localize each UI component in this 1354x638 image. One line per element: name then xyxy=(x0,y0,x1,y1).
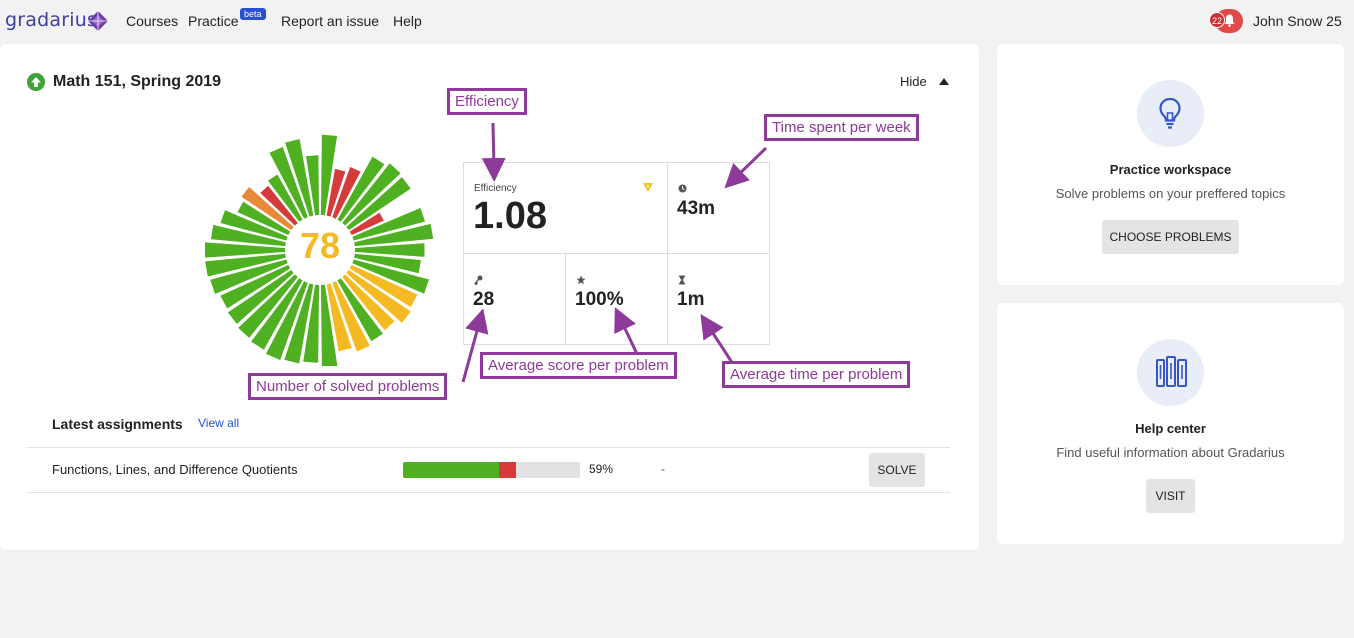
practice-workspace-title: Practice workspace xyxy=(1109,162,1232,177)
caret-up-icon[interactable] xyxy=(939,78,949,85)
bell-icon xyxy=(1224,14,1235,27)
arrow-up-circle-icon xyxy=(27,73,45,91)
callout-solved-problems: Number of solved problems xyxy=(248,373,448,400)
nav-courses[interactable]: Courses xyxy=(126,13,179,29)
nav-practice[interactable]: Practice xyxy=(188,13,239,29)
average-score-value: 100% xyxy=(575,289,624,310)
course-score: 78 xyxy=(299,225,341,266)
assignment-progress-bar xyxy=(403,462,580,478)
callout-time-per-week: Time spent per week xyxy=(764,114,919,141)
efficiency-value: 1.08 xyxy=(473,195,547,237)
logo-icon[interactable] xyxy=(87,10,109,32)
time-per-week-value: 43m xyxy=(677,198,716,219)
radial-center xyxy=(285,215,355,285)
logo-text[interactable]: gradarius xyxy=(5,9,98,31)
clock-icon xyxy=(678,184,687,193)
divider xyxy=(27,447,950,448)
practice-workspace-text: Solve problems on your preffered topics xyxy=(1055,186,1286,201)
notification-count: 22 xyxy=(1209,12,1225,28)
help-center-title: Help center xyxy=(1135,421,1206,436)
key-icon xyxy=(474,275,483,285)
view-all-link[interactable]: View all xyxy=(198,416,240,430)
hourglass-icon xyxy=(678,275,686,285)
assignment-due: - xyxy=(661,462,665,476)
latest-assignments-title: Latest assignments xyxy=(52,416,183,432)
callout-average-score: Average score per problem xyxy=(480,352,677,379)
divider xyxy=(27,492,950,493)
progress-correct xyxy=(403,462,499,478)
practice-workspace-card: Practice workspace Solve problems on you… xyxy=(997,44,1344,285)
stats-grid: Efficiency 1.08 43m 28 100% 1m xyxy=(463,162,770,345)
course-title: Math 151, Spring 2019 xyxy=(53,73,222,90)
visit-button[interactable]: VISIT xyxy=(1146,479,1195,513)
beta-badge: beta xyxy=(240,8,266,20)
help-center-text: Find useful information about Gradarius xyxy=(1056,445,1285,460)
solved-problems-cell: 28 xyxy=(464,254,566,344)
callout-average-time: Average time per problem xyxy=(722,361,911,388)
progress-incorrect xyxy=(498,462,517,478)
average-score-cell: 100% xyxy=(566,254,668,344)
assignment-percent: 59% xyxy=(589,462,614,476)
top-nav: gradarius Courses Practice beta Report a… xyxy=(0,0,1354,42)
solved-problems-value: 28 xyxy=(473,289,495,310)
nav-help[interactable]: Help xyxy=(393,13,422,29)
efficiency-label: Efficiency xyxy=(474,183,517,194)
efficiency-cell: Efficiency 1.08 xyxy=(464,163,668,254)
assignment-name[interactable]: Functions, Lines, and Difference Quotien… xyxy=(52,462,298,477)
warning-triangle-icon xyxy=(643,183,653,192)
time-per-week-cell: 43m xyxy=(668,163,769,254)
hide-toggle[interactable]: Hide xyxy=(900,74,927,89)
lightbulb-icon xyxy=(1137,80,1204,147)
average-time-cell: 1m xyxy=(668,254,769,344)
star-icon xyxy=(576,275,586,285)
average-time-value: 1m xyxy=(677,289,705,310)
solve-button[interactable]: SOLVE xyxy=(869,453,925,487)
callout-efficiency: Efficiency xyxy=(447,88,527,115)
help-center-card: Help center Find useful information abou… xyxy=(997,303,1344,544)
choose-problems-button[interactable]: CHOOSE PROBLEMS xyxy=(1102,220,1239,254)
user-menu[interactable]: John Snow 25 xyxy=(1253,13,1342,29)
progress-radial-chart xyxy=(205,134,435,366)
library-books-icon xyxy=(1137,339,1204,406)
nav-report-issue[interactable]: Report an issue xyxy=(281,13,380,29)
